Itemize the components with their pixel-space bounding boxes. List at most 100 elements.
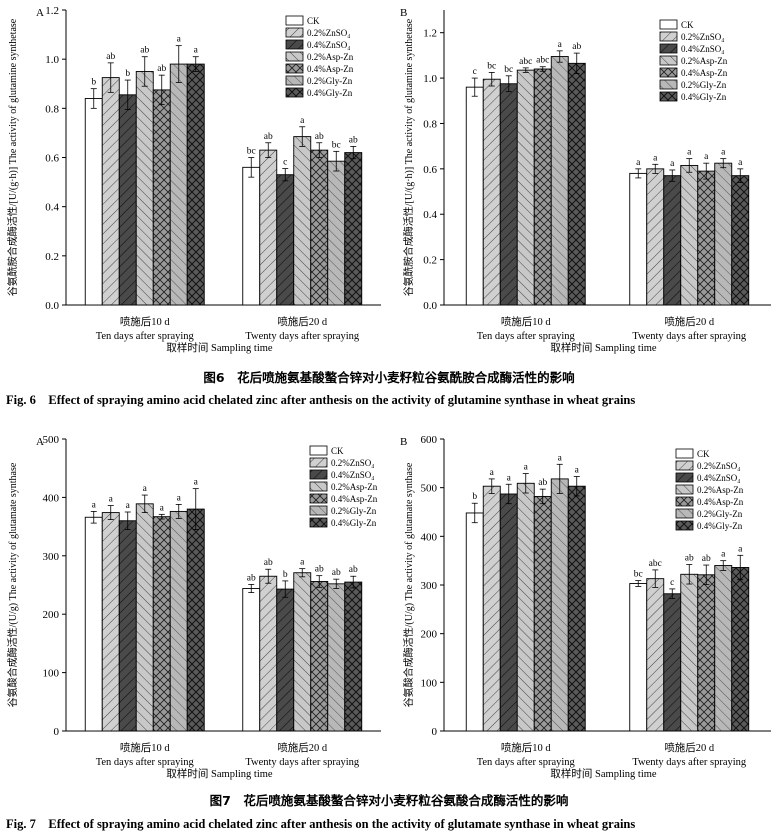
bar-3: [118, 94, 137, 306]
legend-swatch-4: [659, 55, 678, 66]
legend-label-7: 0.4%Gly-Zn: [331, 518, 377, 528]
chart-panels: A 0.0 0.2 0.4 0.6 0.8 1.0 1.2 谷氨酰胺合成酶活性/[U/(g·h)…: [6, 5, 771, 780]
legend-swatch-7: [675, 520, 694, 531]
significance-letter: a: [300, 116, 305, 126]
legend-label-7: 0.4%Gly-Zn: [307, 88, 353, 98]
legend-label-7: 0.4%Gly-Zn: [681, 92, 727, 102]
x-category-label-cn: 喷施后10 d: [120, 315, 171, 328]
bar-7: [344, 152, 363, 306]
y-tick-label: 300: [43, 551, 60, 563]
bar-7: [186, 508, 205, 732]
legend-swatch-2: [659, 31, 678, 42]
significance-letter: a: [507, 473, 512, 483]
significance-letter: b: [125, 69, 130, 79]
significance-letter: a: [194, 46, 199, 56]
significance-letter: bc: [487, 61, 496, 71]
bar-1: [629, 172, 648, 306]
significance-letter: b: [283, 570, 288, 580]
legend-label-2: 0.2%ZnSO₄: [331, 458, 374, 468]
panel-tag: A: [36, 436, 44, 448]
panel-tag: B: [400, 7, 407, 19]
bar-7: [567, 62, 586, 306]
significance-letter: a: [575, 465, 580, 475]
bar-3: [499, 493, 518, 732]
significance-letter: a: [636, 158, 641, 168]
legend-label-6: 0.2%Gly-Zn: [697, 509, 743, 519]
significance-letter: ab: [349, 565, 358, 575]
legend-swatch-3: [285, 39, 304, 50]
y-tick-label: 200: [421, 629, 438, 641]
bar-4: [135, 71, 154, 306]
x-category-label-cn: 喷施后20 d: [664, 741, 715, 754]
significance-letter: c: [473, 67, 477, 77]
x-category-label-en: Ten days after spraying: [477, 331, 576, 342]
bar-2: [101, 77, 120, 306]
y-tick-label: 100: [421, 677, 438, 689]
significance-letter: ab: [315, 132, 324, 142]
y-tick-label: 100: [43, 668, 60, 680]
legend-label-7: 0.4%Gly-Zn: [697, 521, 743, 531]
significance-letter: ab: [332, 568, 341, 578]
significance-letter: ab: [247, 573, 256, 583]
bar-6: [327, 160, 346, 306]
bar-6: [550, 478, 569, 732]
bar-5: [310, 581, 329, 732]
legend-label-1: CK: [681, 20, 694, 30]
legend-swatch-4: [309, 481, 328, 492]
y-tick-label: 0.4: [45, 202, 59, 214]
legend-label-5: 0.4%Asp-Zn: [681, 68, 728, 78]
legend-swatch-3: [659, 43, 678, 54]
bar-7: [567, 485, 586, 732]
y-tick-label: 1.2: [45, 5, 59, 17]
significance-letter: a: [490, 468, 495, 478]
y-tick-label: 0.6: [45, 153, 59, 165]
y-tick-label: 0.8: [45, 103, 59, 115]
bar-6: [714, 162, 733, 306]
legend-swatch-5: [285, 63, 304, 74]
x-axis-title: 取样时间 Sampling time: [550, 767, 657, 780]
bar-6: [714, 565, 733, 732]
bar-6: [169, 510, 188, 732]
bar-4: [293, 136, 312, 306]
bar-3: [663, 175, 682, 306]
bar-4: [680, 164, 699, 306]
x-category-label-en: Twenty days after spraying: [245, 331, 360, 342]
significance-letter: a: [194, 478, 199, 488]
bar-5: [697, 170, 716, 306]
x-category-label-en: Ten days after spraying: [96, 331, 195, 342]
chart-2: B 0.0 0.2 0.4 0.6 0.8 1.0 1.2 谷氨酰胺合成酶活性/[U/(g·h)…: [400, 7, 771, 354]
bar-4: [135, 503, 154, 732]
y-tick-label: 500: [421, 483, 438, 495]
bar-4: [293, 572, 312, 732]
significance-letter: a: [670, 159, 675, 169]
significance-letter: ab: [685, 554, 694, 564]
significance-letter: a: [704, 152, 709, 162]
bar-7: [186, 63, 205, 306]
bar-5: [310, 149, 329, 306]
bar-5: [533, 68, 552, 306]
legend-swatch-1: [285, 15, 304, 26]
significance-letter: ab: [264, 558, 273, 568]
significance-letter: a: [721, 148, 726, 158]
y-axis-label: 谷氨酰胺合成酶活性/[U/(g·h)] The activity of glut…: [402, 18, 415, 296]
legend-swatch-2: [675, 460, 694, 471]
legend-swatch-4: [285, 51, 304, 62]
legend-swatch-7: [659, 91, 678, 102]
legend: CK 0.2%ZnSO₄ 0.4%ZnSO₄ 0.2%Asp-Zn 0.4%Asp-Zn…: [309, 445, 378, 528]
significance-letter: ab: [264, 132, 273, 142]
bar-1: [629, 583, 648, 732]
y-axis-label: 谷氨酸合成酶活性/(U/g) The activity of glutamate…: [402, 462, 415, 707]
legend-label-4: 0.2%Asp-Zn: [681, 56, 728, 66]
significance-letter: a: [143, 484, 148, 494]
legend-label-4: 0.2%Asp-Zn: [307, 52, 354, 62]
y-tick-label: 0.8: [423, 118, 437, 130]
legend-swatch-4: [675, 484, 694, 495]
figure-6-caption-en: Fig. 6 Effect of spraying amino acid che…: [6, 393, 636, 407]
bar-5: [533, 495, 552, 732]
x-category-label-cn: 喷施后10 d: [501, 741, 552, 754]
legend-label-5: 0.4%Asp-Zn: [307, 64, 354, 74]
significance-letter: a: [177, 493, 182, 503]
legend-label-4: 0.2%Asp-Zn: [697, 485, 744, 495]
y-tick-label: 1.0: [45, 54, 59, 66]
legend-swatch-6: [309, 505, 328, 516]
